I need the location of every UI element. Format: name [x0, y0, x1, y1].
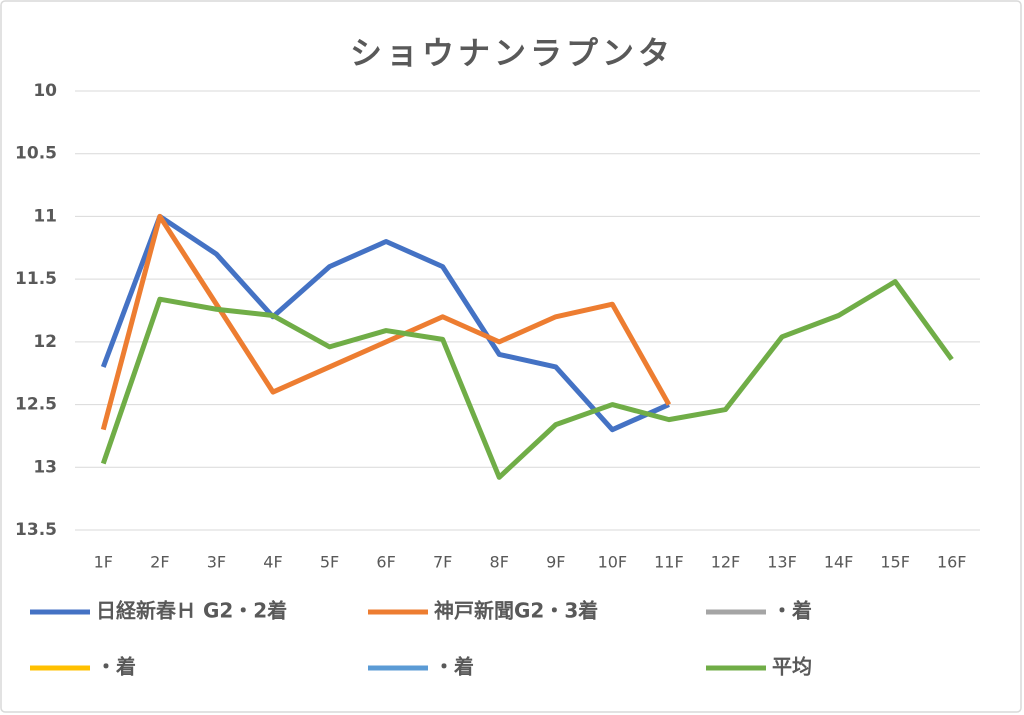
x-tick-label: 2F — [150, 553, 169, 572]
series-line — [100, 213, 670, 433]
legend-label: ・着 — [434, 655, 474, 679]
x-tick-label: 6F — [376, 553, 395, 572]
x-tick-label: 9F — [546, 553, 565, 572]
x-tick-label: 16F — [937, 553, 967, 572]
legend-label: ・着 — [96, 655, 136, 679]
x-tick-label: 4F — [263, 553, 282, 572]
x-tick-label: 1F — [94, 553, 113, 572]
x-tick-label: 15F — [880, 553, 910, 572]
x-tick-label: 3F — [207, 553, 226, 572]
x-tick-label: 7F — [433, 553, 452, 572]
y-tick-label: 13.5 — [15, 520, 57, 540]
x-tick-label: 5F — [320, 553, 339, 572]
x-tick-label: 14F — [824, 553, 854, 572]
x-tick-label: 10F — [598, 553, 628, 572]
series-line — [100, 213, 672, 431]
chart-title: ショウナンラプンタ — [350, 34, 674, 72]
y-tick-label: 12.5 — [15, 395, 57, 415]
x-tick-label: 8F — [490, 553, 509, 572]
y-tick-label: 10.5 — [15, 144, 57, 164]
y-tick-label: 11 — [33, 206, 57, 226]
y-tick-label: 10 — [33, 81, 57, 101]
series-line — [100, 279, 954, 480]
y-tick-label: 12 — [33, 332, 57, 352]
x-tick-label: 12F — [711, 553, 741, 572]
legend-label: ・着 — [772, 599, 812, 623]
x-tick-label: 13F — [767, 553, 797, 572]
y-tick-label: 13 — [33, 457, 57, 477]
legend-label: 神戸新聞G2・3着 — [434, 599, 598, 623]
legend-label: 日経新春Ｈ G2・2着 — [96, 599, 287, 623]
y-tick-label: 11.5 — [15, 269, 57, 289]
x-tick-label: 11F — [654, 553, 684, 572]
legend-label: 平均 — [772, 655, 812, 679]
